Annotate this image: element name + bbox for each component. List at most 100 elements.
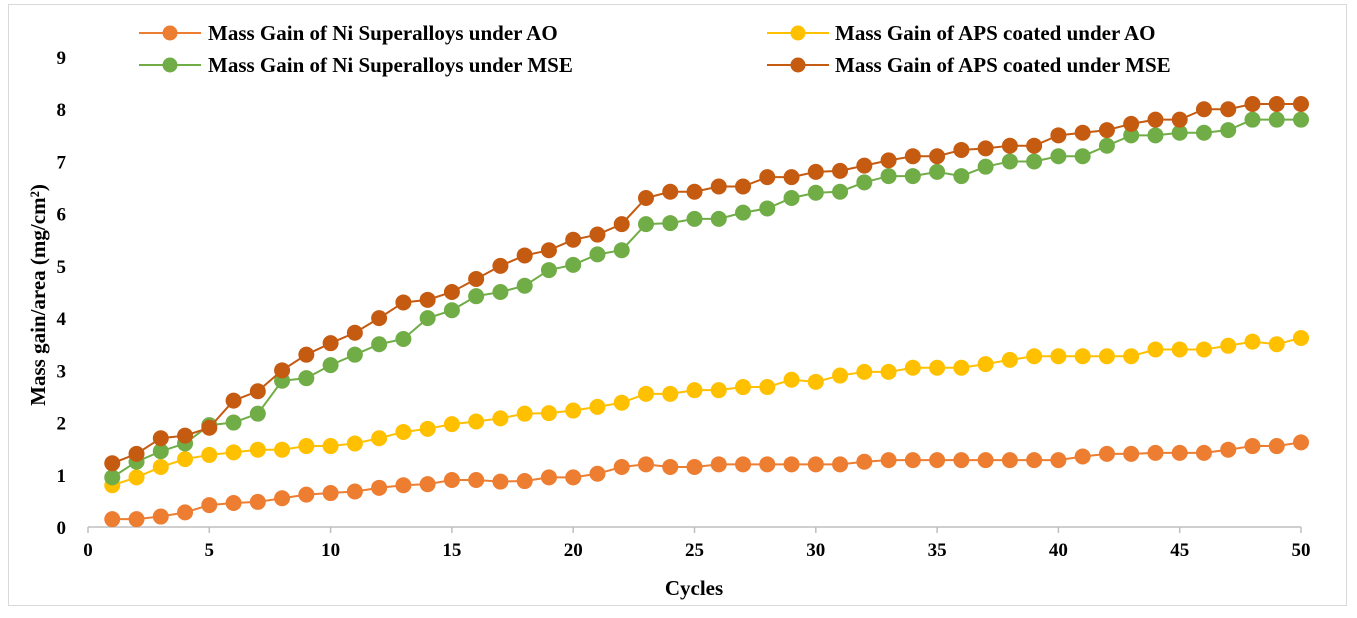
data-point [710,210,727,227]
data-point [492,473,509,490]
data-point [662,458,679,475]
data-point [710,456,727,473]
data-point [832,162,849,179]
data-point [832,367,849,384]
data-point [710,382,727,399]
data-point [759,169,776,186]
data-point [735,204,752,221]
data-point [225,494,242,511]
data-point [953,452,970,469]
data-point [152,458,169,475]
data-point [1123,445,1140,462]
data-point [1050,348,1067,365]
data-point [977,452,994,469]
data-point [929,148,946,165]
data-point [1244,333,1261,350]
data-point [128,511,145,528]
x-tick-label: 50 [1292,540,1311,561]
data-point [1244,96,1261,112]
data-point [492,284,509,300]
data-point [322,438,339,455]
data-point [516,247,533,264]
data-point [1220,337,1237,354]
data-point [735,456,752,473]
data-point [225,392,242,409]
data-point [880,152,897,169]
legend: Mass Gain of Ni Superalloys under AO Mas… [139,21,1171,77]
data-point [468,288,485,305]
data-point [589,465,606,482]
y-tick-label: 2 [57,414,67,435]
data-point [1001,153,1018,170]
data-point [686,382,703,399]
x-tick-label: 0 [83,540,93,561]
data-point [249,383,266,400]
data-point [152,443,169,460]
data-point [371,310,388,327]
data-point [637,385,654,402]
x-tick-label: 30 [806,540,825,561]
data-point [1026,153,1043,170]
data-point [1026,452,1043,469]
y-tick-label: 4 [57,309,67,330]
data-point [856,157,873,174]
data-point [929,163,946,180]
data-point [1123,127,1140,144]
data-point [637,456,654,473]
data-point [783,169,800,186]
data-point [249,441,266,458]
data-point [443,472,460,488]
data-point [589,398,606,415]
data-point [395,477,412,494]
data-point [662,183,679,200]
data-point [201,419,218,436]
legend-marker [790,57,806,73]
x-tick-label: 10 [321,540,340,561]
data-point [953,359,970,376]
data-point [201,497,218,514]
y-tick-label: 0 [57,518,67,539]
data-point [565,256,582,273]
data-point [1171,341,1188,358]
data-point [686,458,703,475]
data-point [977,140,994,157]
x-tick-label: 20 [564,540,583,561]
data-point [1293,329,1309,346]
data-point [443,284,460,300]
data-point [128,445,145,462]
data-point [298,370,315,387]
data-point [298,346,315,363]
data-point [346,435,363,452]
data-point [371,336,388,353]
data-point [1074,348,1091,365]
data-point [1220,101,1237,118]
data-point [565,402,582,419]
data-point [492,257,509,274]
legend-label: Mass Gain of APS coated under MSE [835,53,1171,77]
data-point [929,452,946,469]
data-point [1244,111,1261,128]
data-point [468,270,485,287]
data-point [759,456,776,473]
data-point [613,458,630,475]
data-point [177,427,194,444]
data-point [298,438,315,455]
data-point [1171,124,1188,141]
data-point [395,331,412,347]
data-point [346,346,363,363]
series-line [111,103,1301,465]
data-point [977,356,994,373]
data-point [735,379,752,396]
y-tick-label: 8 [57,100,67,121]
data-point [637,190,654,206]
data-point [1268,96,1285,112]
data-point [565,231,582,248]
legend-label: Mass Gain of APS coated under AO [835,21,1155,45]
data-point [419,310,436,327]
data-point [783,371,800,388]
data-point [832,183,849,200]
data-point [395,423,412,440]
data-point [516,405,533,422]
data-point [735,178,752,195]
data-point [371,430,388,447]
